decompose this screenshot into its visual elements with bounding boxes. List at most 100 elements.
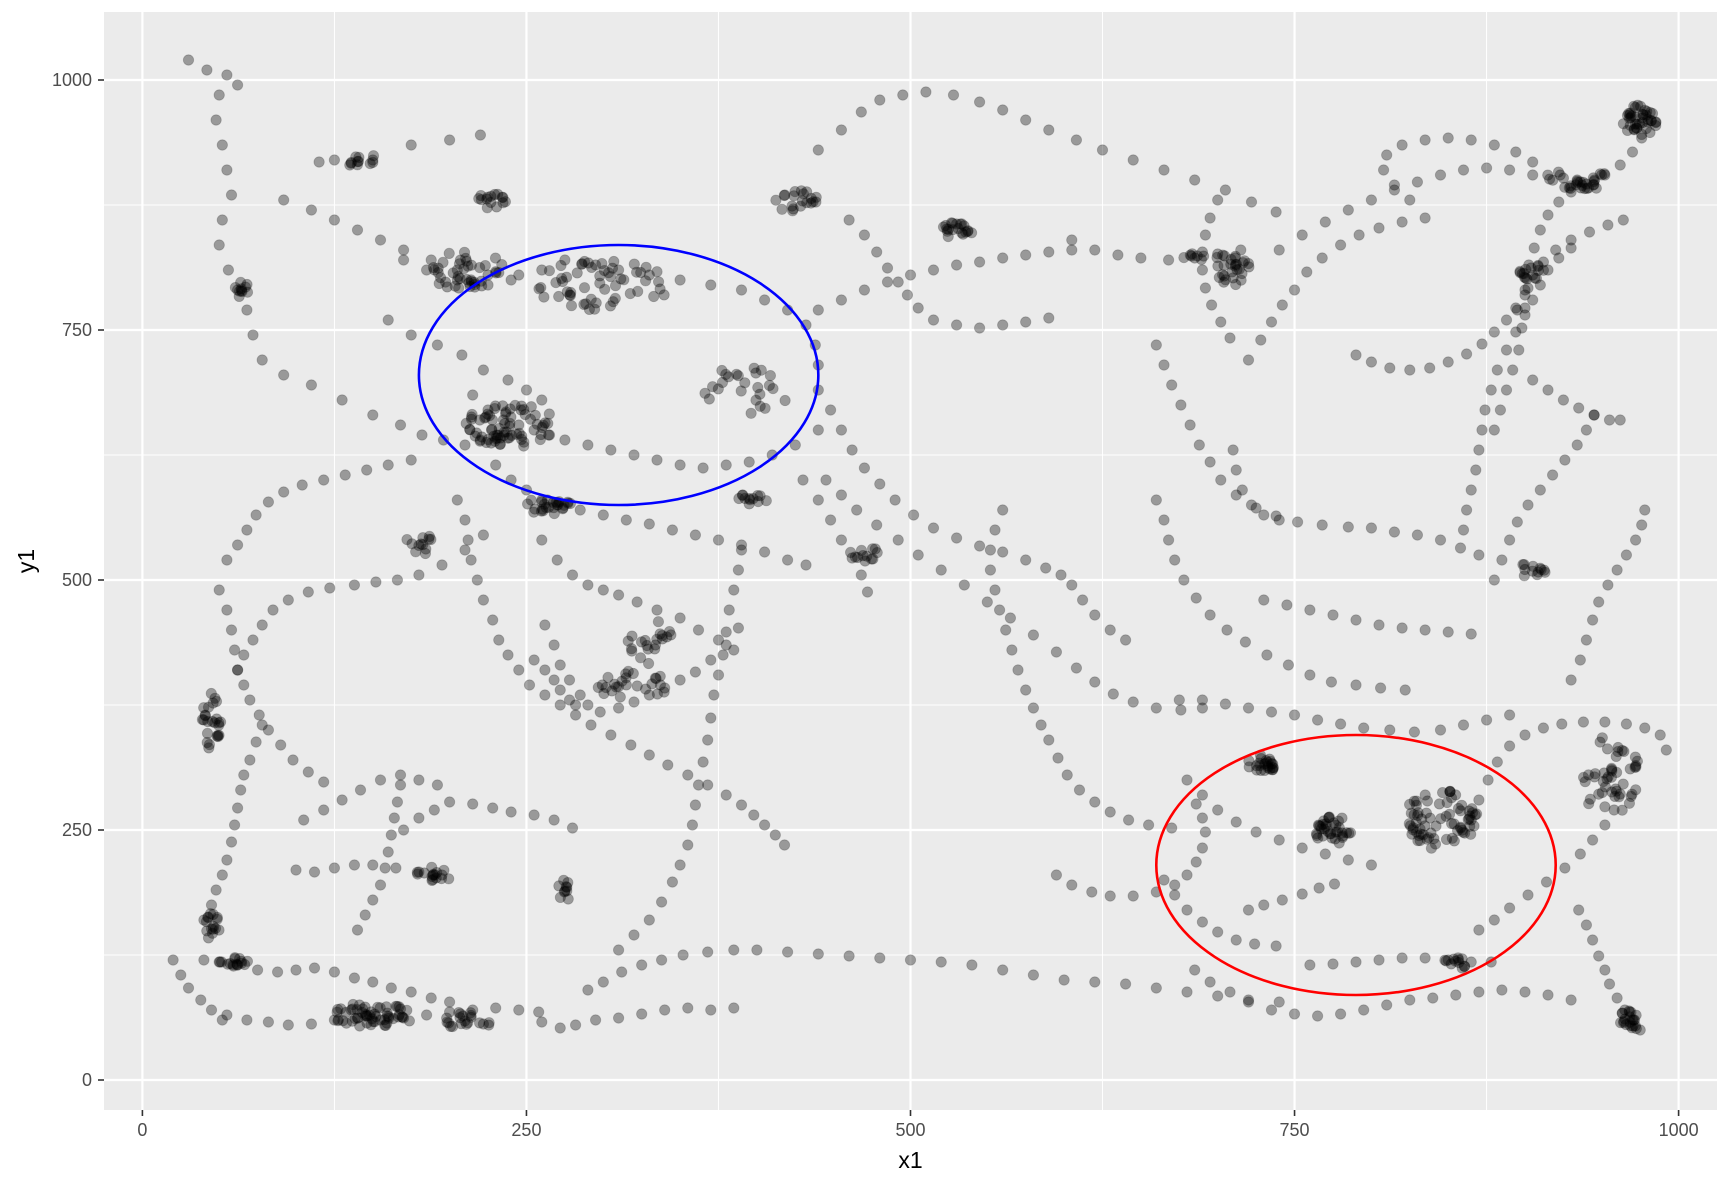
data-point [1406, 828, 1418, 840]
data-point [1519, 284, 1531, 296]
data-point [473, 1017, 486, 1029]
data-point [465, 1009, 477, 1022]
data-point [846, 444, 858, 456]
data-point [1229, 258, 1242, 271]
data-point [1469, 809, 1481, 821]
data-point [356, 1006, 368, 1019]
data-point [296, 479, 308, 491]
data-point [592, 681, 604, 694]
data-point [1336, 812, 1348, 824]
data-point [1630, 761, 1642, 773]
data-point [361, 1017, 373, 1029]
data-point [1602, 771, 1614, 783]
data-point [241, 278, 253, 291]
data-point [1629, 1020, 1642, 1032]
data-point [1276, 299, 1288, 311]
data-point [1461, 504, 1473, 516]
data-point [651, 633, 663, 645]
data-point [1634, 1024, 1646, 1036]
data-point [559, 434, 571, 446]
data-point [712, 534, 725, 546]
data-point [278, 194, 290, 206]
data-point [1273, 834, 1285, 846]
data-point [554, 659, 566, 671]
data-point [474, 261, 486, 274]
data-point [290, 864, 302, 876]
data-point [499, 196, 511, 208]
data-point [562, 893, 574, 905]
data-point [1602, 579, 1614, 591]
data-point [957, 228, 969, 240]
data-point [1350, 679, 1362, 691]
data-point [1628, 123, 1640, 135]
data-point [1327, 958, 1339, 970]
data-point [1050, 869, 1063, 881]
data-point [207, 920, 220, 933]
data-point [889, 494, 901, 506]
data-point [229, 644, 241, 656]
data-point [1446, 832, 1458, 844]
data-point [235, 283, 247, 295]
data-point [1537, 256, 1550, 268]
data-point [1594, 736, 1606, 748]
data-point [405, 139, 417, 151]
data-point [536, 421, 548, 434]
data-point [973, 96, 986, 108]
data-point [305, 204, 317, 216]
data-point [751, 944, 763, 956]
data-point [209, 692, 221, 704]
data-point [1329, 833, 1341, 845]
data-point [703, 393, 715, 405]
data-point [582, 984, 594, 996]
data-point [1587, 614, 1599, 626]
data-point [1527, 374, 1539, 386]
data-point [459, 544, 471, 556]
data-point [1616, 744, 1628, 757]
data-point [493, 634, 505, 646]
data-point [997, 546, 1009, 558]
data-point [213, 719, 225, 731]
data-point [453, 282, 465, 294]
data-point [651, 266, 663, 278]
data-point [236, 957, 248, 969]
data-point [1603, 414, 1616, 426]
data-point [1476, 338, 1488, 350]
data-point [483, 1017, 495, 1029]
data-point [1212, 804, 1224, 816]
data-point [1332, 815, 1345, 827]
data-point [250, 736, 262, 748]
data-point [616, 966, 628, 978]
data-point [1066, 879, 1078, 891]
data-point [359, 909, 371, 921]
data-point [1644, 106, 1656, 119]
data-point [417, 532, 429, 544]
data-point [649, 672, 662, 684]
data-point [1163, 534, 1175, 546]
data-point [682, 1002, 694, 1014]
data-point [1597, 775, 1609, 788]
data-point [1453, 956, 1465, 969]
data-point [1190, 798, 1202, 810]
data-point [482, 279, 494, 291]
data-point [1229, 250, 1242, 262]
data-point [745, 407, 757, 419]
data-point [598, 687, 610, 700]
data-point [927, 522, 940, 534]
data-point [1624, 109, 1636, 121]
data-point [1557, 394, 1570, 406]
data-point [1419, 789, 1431, 801]
data-point [216, 139, 228, 151]
data-point [1459, 827, 1471, 839]
data-point [528, 424, 540, 436]
data-point [474, 434, 486, 446]
data-point [352, 155, 364, 168]
data-point [1227, 444, 1239, 456]
data-point [1457, 164, 1470, 176]
data-point [474, 414, 486, 426]
data-point [912, 302, 924, 314]
data-point [202, 911, 214, 923]
data-point [1035, 719, 1047, 731]
data-point [639, 683, 652, 695]
data-point [1166, 379, 1178, 391]
data-point [636, 1008, 648, 1020]
